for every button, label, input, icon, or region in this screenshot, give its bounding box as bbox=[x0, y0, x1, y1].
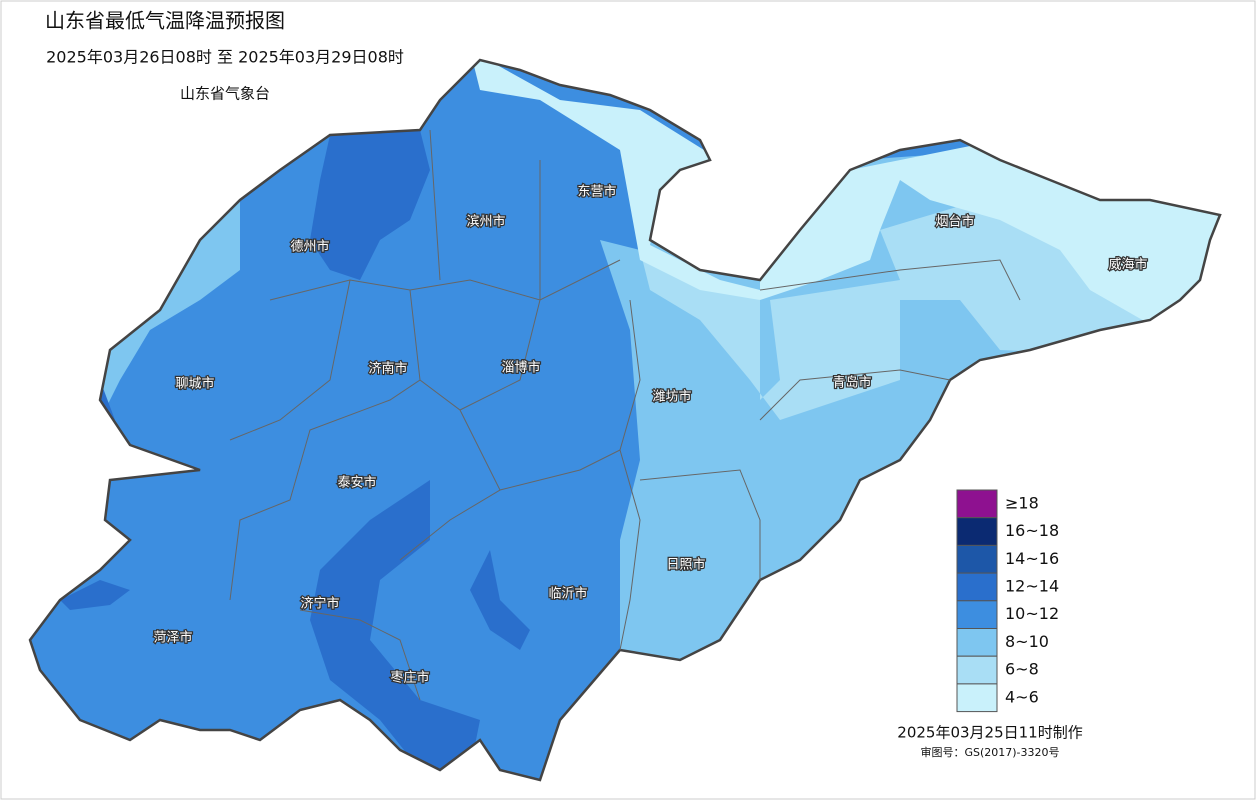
title: 山东省最低气温降温预报图 bbox=[45, 9, 285, 33]
legend-swatch bbox=[956, 628, 998, 657]
legend-label: 14~16 bbox=[1005, 549, 1059, 568]
city-label: 威海市 bbox=[1108, 257, 1147, 273]
city-label: 滨州市 bbox=[466, 214, 505, 230]
legend-swatch bbox=[956, 683, 998, 713]
city-label: 菏泽市 bbox=[153, 630, 192, 646]
approval-number: 审图号：GS(2017)-3320号 bbox=[920, 745, 1059, 759]
city-label: 淄博市 bbox=[501, 360, 540, 376]
period: 2025年03月26日08时 至 2025年03月29日08时 bbox=[46, 48, 404, 67]
city-label: 潍坊市 bbox=[652, 389, 691, 405]
legend: ≥18 16~18 14~16 12~14 10~12 8~10 6~8 4~6 bbox=[956, 489, 1059, 713]
made-time: 2025年03月25日11时制作 bbox=[897, 724, 1082, 742]
legend-swatch bbox=[956, 600, 998, 629]
legend-label: 12~14 bbox=[1005, 576, 1059, 595]
city-label: 临沂市 bbox=[548, 586, 587, 602]
city-label: 枣庄市 bbox=[390, 670, 429, 686]
legend-swatch bbox=[956, 655, 998, 685]
city-label: 东营市 bbox=[577, 184, 616, 200]
city-label: 烟台市 bbox=[935, 214, 974, 230]
legend-label: 10~12 bbox=[1005, 604, 1059, 623]
legend-label: 4~6 bbox=[1005, 687, 1039, 706]
legend-swatch bbox=[956, 489, 998, 519]
legend-label: ≥18 bbox=[1005, 493, 1039, 512]
legend-swatch bbox=[956, 572, 998, 602]
city-label: 聊城市 bbox=[175, 376, 214, 392]
agency: 山东省气象台 bbox=[180, 85, 270, 103]
city-label: 济宁市 bbox=[300, 596, 339, 612]
city-label: 日照市 bbox=[666, 557, 705, 573]
province-outline bbox=[28, 58, 1222, 782]
city-label: 济南市 bbox=[368, 361, 407, 377]
legend-swatch bbox=[956, 544, 998, 574]
zone-8-10-west bbox=[100, 200, 240, 420]
zone-12-14-south bbox=[310, 480, 480, 770]
city-label: 泰安市 bbox=[337, 475, 376, 491]
city-label: 德州市 bbox=[290, 239, 329, 255]
city-label: 青岛市 bbox=[832, 375, 871, 391]
legend-label: 8~10 bbox=[1005, 632, 1049, 651]
zone-4-6 bbox=[470, 60, 1220, 330]
legend-label: 16~18 bbox=[1005, 521, 1059, 540]
city-boundaries bbox=[229, 129, 1021, 701]
zone-12-14-heze bbox=[60, 580, 130, 610]
zone-12-14-north bbox=[310, 130, 430, 280]
legend-label: 6~8 bbox=[1005, 660, 1039, 679]
legend-swatch bbox=[956, 517, 998, 546]
zone-12-14-linyi bbox=[470, 550, 530, 650]
